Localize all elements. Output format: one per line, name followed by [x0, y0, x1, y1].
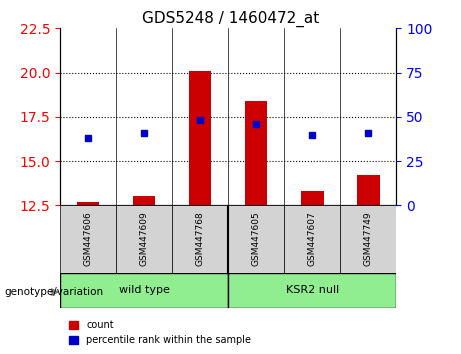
- FancyBboxPatch shape: [116, 205, 172, 273]
- Legend: count, percentile rank within the sample: count, percentile rank within the sample: [65, 316, 255, 349]
- FancyBboxPatch shape: [284, 205, 340, 273]
- Text: wild type: wild type: [118, 285, 170, 295]
- Text: genotype/variation: genotype/variation: [5, 287, 104, 297]
- Text: GSM447768: GSM447768: [195, 212, 205, 266]
- Text: GSM447609: GSM447609: [140, 212, 148, 266]
- Text: GSM447605: GSM447605: [252, 212, 261, 266]
- Text: GSM447749: GSM447749: [364, 212, 373, 266]
- Bar: [301, 191, 324, 205]
- FancyBboxPatch shape: [228, 273, 396, 308]
- Text: GSM447606: GSM447606: [83, 212, 93, 266]
- Text: GSM447607: GSM447607: [308, 212, 317, 266]
- Bar: [77, 202, 99, 205]
- Bar: [357, 175, 379, 205]
- FancyBboxPatch shape: [60, 205, 116, 273]
- Bar: [245, 101, 267, 205]
- Bar: [133, 196, 155, 205]
- Text: GDS5248 / 1460472_at: GDS5248 / 1460472_at: [142, 11, 319, 27]
- Bar: [189, 71, 211, 205]
- FancyBboxPatch shape: [228, 205, 284, 273]
- FancyBboxPatch shape: [60, 273, 228, 308]
- FancyBboxPatch shape: [340, 205, 396, 273]
- Text: KSR2 null: KSR2 null: [286, 285, 339, 295]
- FancyBboxPatch shape: [172, 205, 228, 273]
